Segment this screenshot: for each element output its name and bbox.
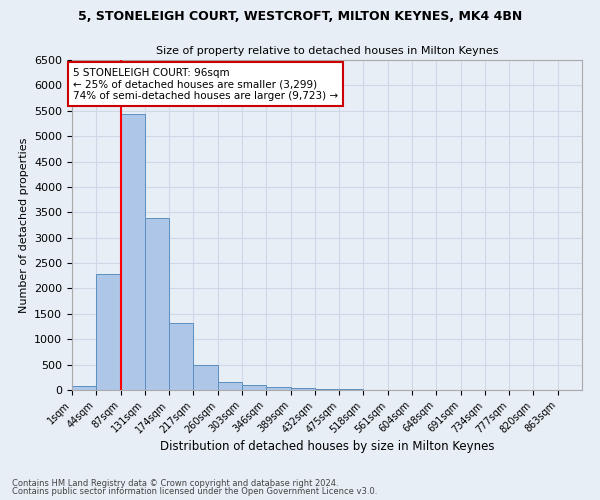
Title: Size of property relative to detached houses in Milton Keynes: Size of property relative to detached ho… xyxy=(156,46,498,56)
Text: 5, STONELEIGH COURT, WESTCROFT, MILTON KEYNES, MK4 4BN: 5, STONELEIGH COURT, WESTCROFT, MILTON K… xyxy=(78,10,522,23)
Bar xyxy=(96,274,121,390)
Text: 5 STONELEIGH COURT: 96sqm
← 25% of detached houses are smaller (3,299)
74% of se: 5 STONELEIGH COURT: 96sqm ← 25% of detac… xyxy=(73,68,338,101)
Bar xyxy=(121,114,145,390)
Bar xyxy=(193,365,218,390)
Bar xyxy=(72,386,96,390)
Y-axis label: Number of detached properties: Number of detached properties xyxy=(19,138,29,312)
Bar xyxy=(266,386,290,390)
Bar xyxy=(242,386,266,390)
Bar xyxy=(169,324,193,390)
Text: Contains public sector information licensed under the Open Government Licence v3: Contains public sector information licen… xyxy=(12,487,377,496)
Bar xyxy=(290,388,315,390)
Bar xyxy=(218,382,242,390)
Text: Contains HM Land Registry data © Crown copyright and database right 2024.: Contains HM Land Registry data © Crown c… xyxy=(12,478,338,488)
Bar xyxy=(315,389,339,390)
Bar xyxy=(145,218,169,390)
X-axis label: Distribution of detached houses by size in Milton Keynes: Distribution of detached houses by size … xyxy=(160,440,494,454)
